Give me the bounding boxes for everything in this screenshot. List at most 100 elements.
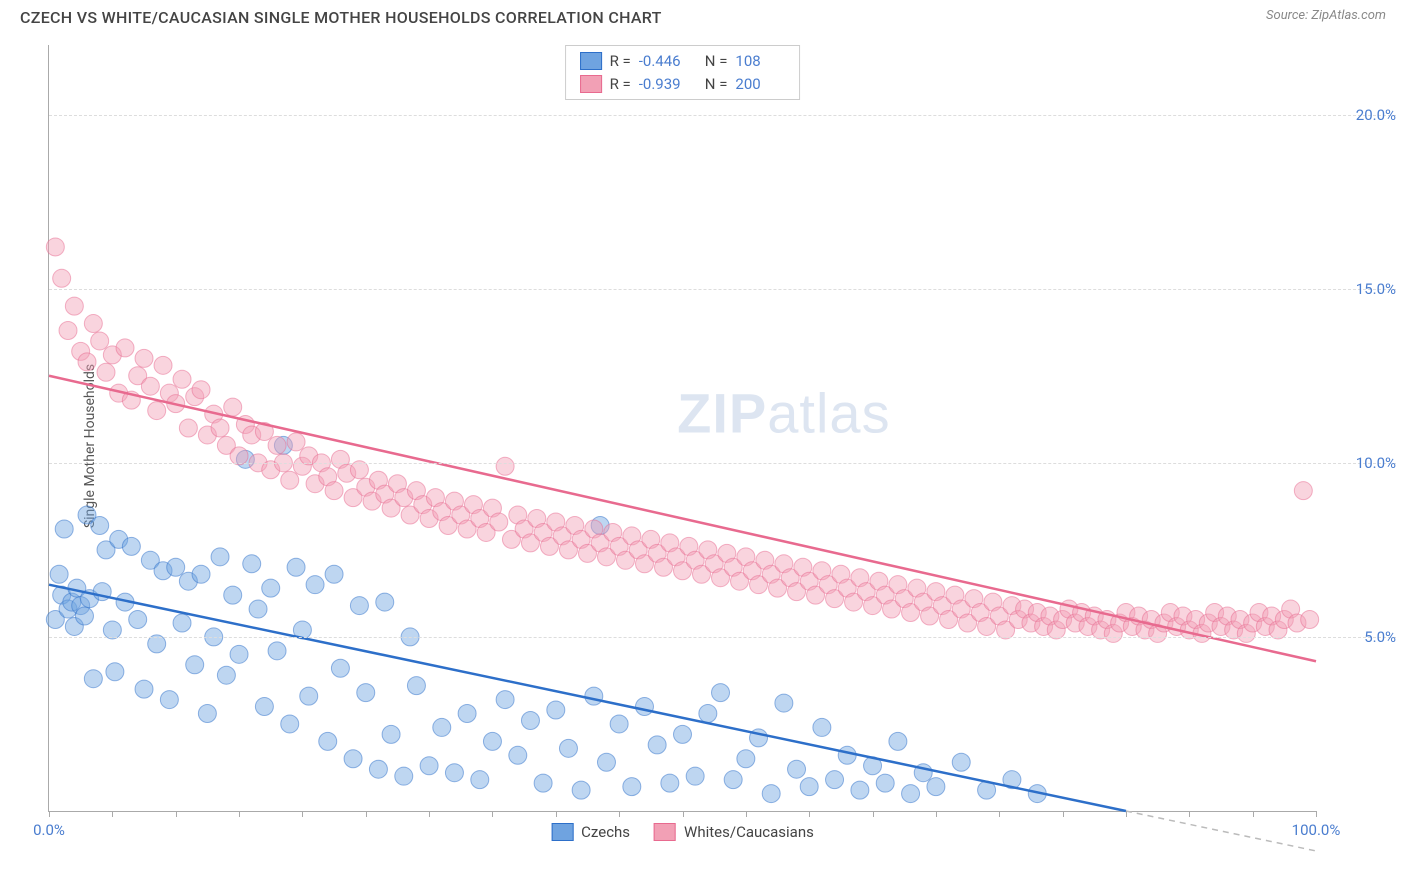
x-tick — [1316, 811, 1317, 817]
data-point — [800, 778, 818, 796]
data-point — [50, 565, 68, 583]
stat-n-label: N = — [705, 50, 728, 73]
x-tick — [429, 811, 430, 817]
x-axis-legend: Czechs Whites/Caucasians — [551, 823, 814, 841]
data-point — [53, 269, 71, 287]
gridline — [49, 463, 1396, 464]
x-tick — [492, 811, 493, 817]
data-point — [534, 774, 552, 792]
x-tick — [999, 811, 1000, 817]
x-tick — [1253, 811, 1254, 817]
data-point — [46, 238, 64, 256]
x-tick — [302, 811, 303, 817]
data-point — [141, 377, 159, 395]
data-point — [445, 764, 463, 782]
gridline — [49, 289, 1396, 290]
data-point — [91, 516, 109, 534]
x-tick — [683, 811, 684, 817]
data-point — [547, 701, 565, 719]
chart-plot-area: ZIPatlas R =-0.446N =108R =-0.939N =200 … — [48, 45, 1316, 812]
data-point — [369, 760, 387, 778]
data-point — [876, 774, 894, 792]
data-point — [319, 732, 337, 750]
data-point — [737, 750, 755, 768]
data-point — [623, 778, 641, 796]
data-point — [376, 593, 394, 611]
legend-item: Whites/Caucasians — [654, 823, 814, 841]
data-point — [116, 339, 134, 357]
data-point — [458, 705, 476, 723]
data-point — [648, 736, 666, 754]
data-point — [433, 718, 451, 736]
data-point — [762, 785, 780, 803]
data-point — [135, 680, 153, 698]
data-point — [84, 670, 102, 688]
data-point — [129, 611, 147, 629]
x-tick — [556, 811, 557, 817]
legend-swatch — [580, 75, 602, 93]
data-point — [344, 750, 362, 768]
data-point — [483, 732, 501, 750]
data-point — [724, 771, 742, 789]
data-point — [75, 607, 93, 625]
data-point — [255, 698, 273, 716]
chart-title: CZECH VS WHITE/CAUCASIAN SINGLE MOTHER H… — [20, 8, 662, 27]
data-point — [287, 433, 305, 451]
trend-line-dashed — [1126, 811, 1316, 851]
data-point — [813, 718, 831, 736]
x-tick — [1063, 811, 1064, 817]
gridline — [49, 115, 1396, 116]
trend-line — [49, 376, 1316, 662]
data-point — [160, 691, 178, 709]
data-point — [268, 436, 286, 454]
data-point — [635, 698, 653, 716]
x-tick — [1126, 811, 1127, 817]
data-point — [300, 687, 318, 705]
data-point — [148, 402, 166, 420]
x-tick — [809, 811, 810, 817]
data-point — [1301, 611, 1319, 629]
stat-n-value: 108 — [735, 50, 785, 73]
data-point — [173, 614, 191, 632]
data-point — [521, 711, 539, 729]
stat-n-label: N = — [705, 73, 728, 96]
data-point — [407, 677, 425, 695]
data-point — [712, 684, 730, 702]
data-point — [268, 642, 286, 660]
data-point — [217, 666, 235, 684]
y-tick-label: 10.0% — [1326, 454, 1396, 472]
data-point — [851, 781, 869, 799]
data-point — [135, 349, 153, 367]
data-point — [559, 739, 577, 757]
x-tick — [619, 811, 620, 817]
y-tick-label: 5.0% — [1326, 628, 1396, 646]
data-point — [198, 705, 216, 723]
data-point — [471, 771, 489, 789]
stat-r-value: -0.446 — [639, 50, 689, 73]
data-point — [1294, 482, 1312, 500]
data-point — [597, 753, 615, 771]
data-point — [84, 315, 102, 333]
data-point — [674, 725, 692, 743]
stat-r-value: -0.939 — [639, 73, 689, 96]
data-point — [395, 767, 413, 785]
data-point — [224, 586, 242, 604]
data-point — [509, 746, 527, 764]
x-tick-label: 100.0% — [1292, 821, 1341, 839]
data-point — [211, 419, 229, 437]
data-point — [230, 645, 248, 663]
data-point — [661, 774, 679, 792]
data-point — [173, 370, 191, 388]
data-point — [686, 767, 704, 785]
data-point — [325, 482, 343, 500]
data-point — [826, 771, 844, 789]
legend-swatch — [654, 823, 676, 841]
scatter-svg — [49, 45, 1316, 811]
data-point — [496, 691, 514, 709]
data-point — [281, 715, 299, 733]
data-point — [122, 537, 140, 555]
legend-label: Czechs — [581, 823, 630, 841]
legend-swatch — [580, 52, 602, 70]
gridline — [49, 637, 1396, 638]
stat-r-label: R = — [610, 73, 631, 96]
